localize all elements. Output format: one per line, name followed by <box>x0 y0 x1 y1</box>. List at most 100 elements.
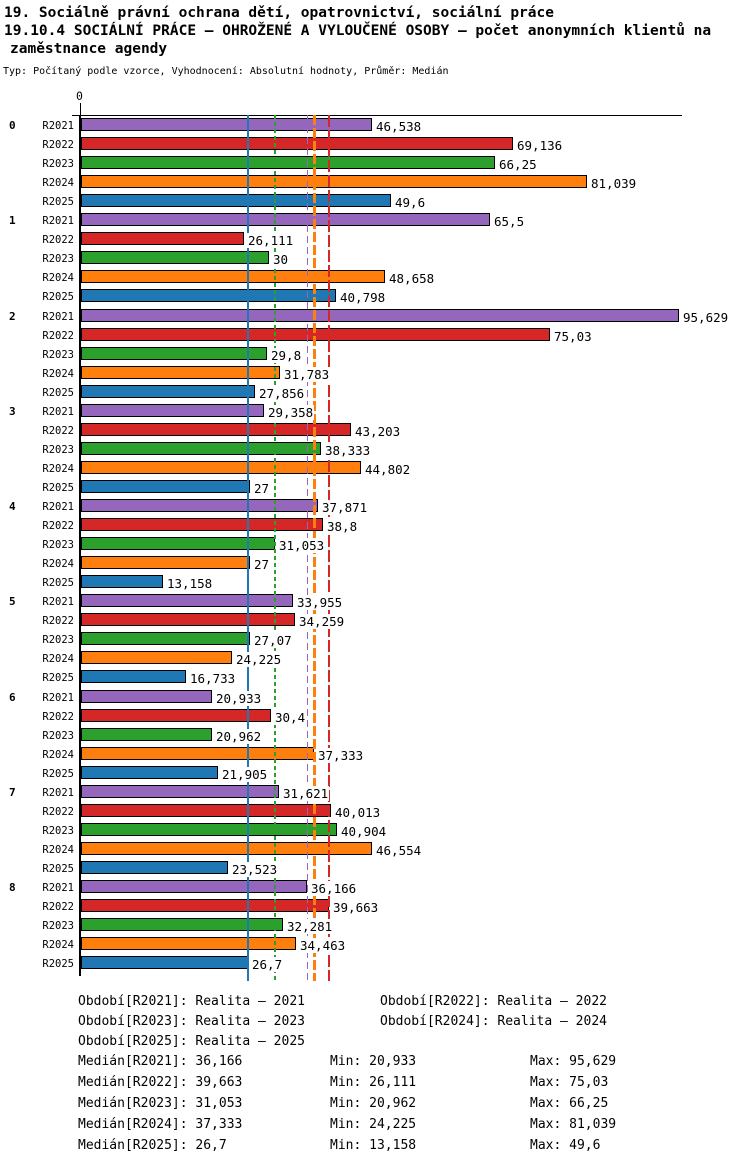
bar-r2022-category-3 <box>81 422 351 436</box>
bar-value-label-r2021-2: 95,629 <box>682 309 730 325</box>
bar-value-label-r2025-1: 40,798 <box>339 290 387 306</box>
stat-min-r2021: Min: 20,933 <box>330 1054 417 1069</box>
x-axis-zero-tick <box>80 103 81 116</box>
median-line-r2022 <box>327 115 330 981</box>
bar-value-label-r2021-0: 46,538 <box>375 119 423 134</box>
bar-value-label-r2023-5: 27,07 <box>253 633 293 649</box>
series-row-label-r2022-0: R2022 <box>42 139 74 152</box>
bar-r2025-category-1 <box>81 289 336 303</box>
bar-r2024-category-6 <box>81 746 314 760</box>
category-label-8: 8 <box>9 881 16 894</box>
bar-r2024-category-3 <box>81 460 361 474</box>
category-label-0: 0 <box>9 119 16 132</box>
series-row-label-r2021-3: R2021 <box>42 405 74 418</box>
chart-subtitle-line1: 19.10.4 SOCIÁLNÍ PRÁCE – OHROŽENÉ A VYLO… <box>4 23 712 39</box>
bar-r2021-category-8 <box>81 880 307 893</box>
bar-r2022-category-5 <box>81 613 295 627</box>
bar-value-label-r2023-6: 20,962 <box>215 728 263 744</box>
series-row-label-r2025-5: R2025 <box>42 672 74 685</box>
bar-r2023-category-8 <box>81 918 283 932</box>
bar-r2023-category-1 <box>81 251 269 265</box>
chart-title: 19. Sociálně právní ochrana dětí, opatro… <box>4 5 554 21</box>
bar-value-label-r2022-8: 39,663 <box>332 900 380 916</box>
bar-value-label-r2025-0: 49,6 <box>394 195 427 211</box>
bar-value-label-r2024-0: 81,039 <box>590 176 638 192</box>
bar-r2025-category-0 <box>81 194 391 208</box>
bar-r2022-category-0 <box>81 137 513 151</box>
category-label-2: 2 <box>9 309 16 323</box>
stat-max-r2022: Max: 75,03 <box>530 1075 609 1090</box>
series-row-label-r2021-4: R2021 <box>42 501 74 513</box>
bar-r2024-category-2 <box>81 365 280 379</box>
stat-max-r2021: Max: 95,629 <box>530 1054 617 1069</box>
bar-value-label-r2022-4: 38,8 <box>326 519 359 535</box>
bar-r2024-category-0 <box>81 175 587 189</box>
series-row-label-r2025-7: R2025 <box>42 862 74 875</box>
series-row-label-r2021-2: R2021 <box>42 310 74 323</box>
bar-r2021-category-6 <box>81 689 212 703</box>
bar-value-label-r2022-2: 75,03 <box>553 328 593 344</box>
bar-r2024-category-7 <box>81 841 372 855</box>
bar-r2022-category-8 <box>81 899 329 913</box>
bar-r2022-category-4 <box>81 518 323 532</box>
stat-median-r2024: Medián[R2024]: 37,333 <box>78 1117 243 1132</box>
series-row-label-r2022-1: R2022 <box>42 234 74 247</box>
bar-value-label-r2021-3: 29,358 <box>267 404 315 420</box>
legend-item-r2023: Období[R2023]: Realita – 2023 <box>78 1014 305 1029</box>
bar-value-label-r2022-0: 69,136 <box>516 138 564 154</box>
series-row-label-r2025-1: R2025 <box>42 291 74 304</box>
series-row-label-r2024-6: R2024 <box>42 748 74 761</box>
series-row-label-r2021-1: R2021 <box>42 215 74 228</box>
stat-min-r2023: Min: 20,962 <box>330 1096 417 1111</box>
bar-r2024-category-4 <box>81 556 250 570</box>
bar-value-label-r2024-5: 24,225 <box>235 652 283 668</box>
series-row-label-r2025-3: R2025 <box>42 481 74 494</box>
bar-value-label-r2023-2: 29,8 <box>270 347 303 363</box>
bar-r2023-category-3 <box>81 441 321 455</box>
median-line-r2025 <box>246 115 249 981</box>
bar-r2025-category-5 <box>81 670 186 684</box>
bar-value-label-r2025-3: 27 <box>253 480 271 496</box>
x-axis-top-line <box>72 115 682 116</box>
bar-value-label-r2024-6: 37,333 <box>317 747 365 763</box>
bar-value-label-r2022-1: 26,111 <box>247 233 295 249</box>
y-axis-line <box>79 115 81 976</box>
series-row-label-r2021-6: R2021 <box>42 691 74 704</box>
category-label-4: 4 <box>9 500 16 513</box>
legend-item-r2024: Období[R2024]: Realita – 2024 <box>380 1014 607 1029</box>
bar-value-label-r2021-8: 36,166 <box>310 881 358 896</box>
bar-value-label-r2021-5: 33,955 <box>296 595 344 611</box>
bar-value-label-r2025-6: 21,905 <box>221 766 269 782</box>
bar-r2023-category-6 <box>81 727 212 741</box>
bar-value-label-r2022-3: 43,203 <box>354 423 402 439</box>
bar-r2021-category-1 <box>81 213 490 227</box>
stat-min-r2024: Min: 24,225 <box>330 1117 417 1132</box>
category-label-5: 5 <box>9 595 16 609</box>
series-row-label-r2025-8: R2025 <box>42 958 74 971</box>
bar-value-label-r2024-7: 46,554 <box>375 842 423 858</box>
category-label-7: 7 <box>9 785 16 799</box>
bar-value-label-r2024-3: 44,802 <box>364 461 412 477</box>
bar-value-label-r2023-8: 32,281 <box>286 919 334 935</box>
series-row-label-r2025-0: R2025 <box>42 196 74 209</box>
bar-r2024-category-5 <box>81 651 232 665</box>
bar-r2022-category-7 <box>81 803 331 817</box>
bar-value-label-r2025-4: 13,158 <box>166 576 214 592</box>
series-row-label-r2024-3: R2024 <box>42 462 74 475</box>
series-row-label-r2023-3: R2023 <box>42 443 74 456</box>
bar-r2025-category-4 <box>81 575 163 589</box>
chart-meta-line: Typ: Počítaný podle vzorce, Vyhodnocení:… <box>3 66 449 77</box>
stat-median-r2021: Medián[R2021]: 36,166 <box>78 1054 243 1069</box>
bar-r2025-category-3 <box>81 479 250 493</box>
bar-r2024-category-8 <box>81 937 296 951</box>
series-row-label-r2024-1: R2024 <box>42 272 74 285</box>
category-label-3: 3 <box>9 404 16 418</box>
series-row-label-r2021-5: R2021 <box>42 596 74 609</box>
legend-item-r2021: Období[R2021]: Realita – 2021 <box>78 994 305 1009</box>
series-row-label-r2024-0: R2024 <box>42 177 74 190</box>
bar-r2021-category-5 <box>81 594 293 608</box>
bar-r2025-category-8 <box>81 956 248 970</box>
series-row-label-r2021-7: R2021 <box>42 786 74 799</box>
bar-value-label-r2025-2: 27,856 <box>258 385 306 401</box>
bar-value-label-r2023-3: 38,333 <box>324 442 372 458</box>
